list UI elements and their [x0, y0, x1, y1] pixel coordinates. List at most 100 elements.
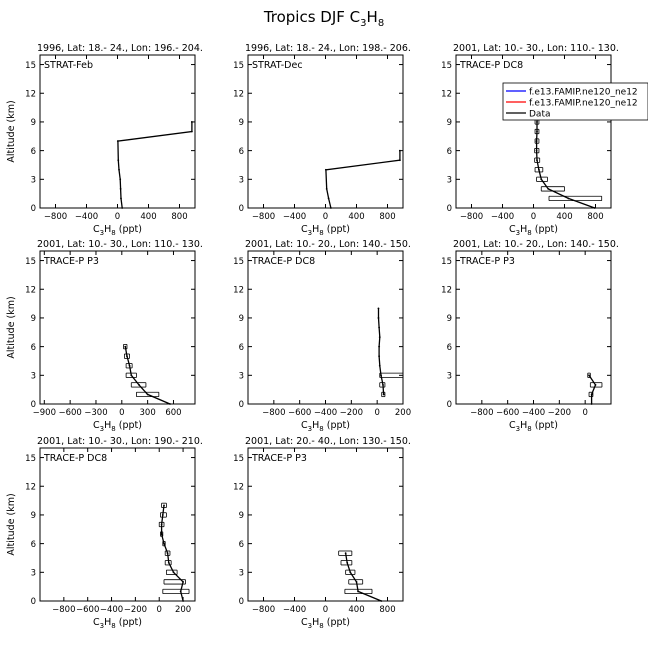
y-tick-label: 0: [31, 400, 36, 410]
y-tick-label: 6: [239, 343, 244, 353]
data-line: [588, 374, 597, 404]
x-tick-label: −400: [314, 408, 337, 418]
x-tick-label: −600: [58, 408, 81, 418]
data-point: [535, 149, 538, 152]
x-tick-label: 800: [587, 212, 603, 222]
x-axis-label: C3H8 (ppt): [509, 224, 558, 237]
x-tick-label: −400: [100, 605, 123, 615]
y-tick-label: 0: [239, 204, 244, 214]
y-tick-label: 9: [447, 314, 452, 324]
x-tick-label: 300: [140, 408, 156, 418]
x-tick-label: −900: [33, 408, 56, 418]
legend-label: Data: [529, 109, 551, 119]
data-point: [536, 159, 538, 162]
plot-frame: [247, 54, 404, 209]
x-axis-label: C3H8 (ppt): [301, 420, 350, 433]
x-tick-label: −400: [75, 212, 98, 222]
data-point: [346, 561, 349, 564]
y-tick-label: 6: [239, 147, 244, 157]
data-point: [117, 159, 120, 162]
data-line: [377, 308, 385, 395]
x-tick-label: 200: [175, 605, 191, 615]
x-tick-label: 200: [395, 408, 411, 418]
x-tick-label: 400: [556, 212, 572, 222]
x-tick-label: −600: [496, 408, 519, 418]
y-tick-label: 9: [31, 314, 36, 324]
y-tick-label: 12: [233, 482, 244, 492]
x-axis-label: C3H8 (ppt): [509, 420, 558, 433]
x-tick-label: −400: [491, 212, 514, 222]
data-point: [399, 159, 401, 162]
panel-header: 2001, Lat: 10.- 20., Lon: 140.- 150.: [453, 239, 619, 250]
y-tick-label: 15: [25, 454, 36, 464]
data-point: [378, 326, 381, 329]
x-tick-label: 800: [379, 605, 395, 615]
x-tick-label: −200: [124, 605, 147, 615]
data-point: [349, 571, 352, 574]
y-tick-label: 12: [25, 482, 36, 492]
error-bar: [536, 176, 548, 182]
panel-2: 1996, Lat: 18.- 24., Lon: 198.- 206. STRA…: [233, 43, 411, 237]
campaign-label: TRACE-P P3: [459, 256, 515, 267]
y-tick-label: 15: [25, 61, 36, 71]
y-tick-label: 6: [31, 343, 36, 353]
y-tick-label: 12: [441, 285, 452, 295]
x-tick-label: 0: [323, 605, 328, 615]
campaign-label: TRACE-P DC8: [459, 60, 523, 71]
panel-header: 1996, Lat: 18.- 24., Lon: 198.- 206.: [245, 43, 411, 54]
x-axis-label: C3H8 (ppt): [93, 617, 142, 630]
data-point: [118, 168, 120, 171]
data-point: [163, 504, 165, 507]
error-bar: [548, 195, 603, 202]
plot-frame: [39, 447, 196, 602]
campaign-label: TRACE-P DC8: [43, 453, 107, 464]
panel-5: 2001, Lat: 10.- 20., Lon: 140.- 150. TRAC…: [233, 239, 411, 433]
data-point: [330, 207, 332, 209]
data-line: [535, 112, 595, 209]
y-tick-label: 0: [447, 400, 452, 410]
data-point: [138, 383, 140, 386]
panel-header: 2001, Lat: 10.- 30., Lon: 110.- 130.: [453, 43, 619, 54]
data-line: [117, 121, 193, 209]
data-point: [593, 207, 596, 209]
y-axis-label: Altitude (km): [6, 296, 17, 358]
x-tick-label: 600: [165, 408, 181, 418]
data-point: [126, 355, 128, 358]
x-axis-label: C3H8 (ppt): [301, 224, 350, 237]
y-tick-label: 12: [25, 89, 36, 99]
data-point: [128, 364, 131, 367]
error-bar: [379, 372, 404, 378]
y-tick-label: 15: [233, 454, 244, 464]
error-bar: [345, 569, 356, 575]
y-tick-label: 3: [447, 372, 452, 382]
y-tick-label: 12: [25, 285, 36, 295]
plot-frame: [39, 54, 196, 209]
y-tick-label: 3: [239, 569, 244, 579]
y-tick-label: 3: [447, 176, 452, 186]
y-tick-label: 0: [31, 204, 36, 214]
x-tick-label: 800: [379, 212, 395, 222]
error-bar: [162, 588, 190, 595]
data-point: [344, 552, 347, 555]
y-tick-label: 9: [239, 314, 244, 324]
y-tick-label: 6: [447, 343, 452, 353]
error-bar: [136, 391, 160, 398]
y-tick-label: 0: [447, 204, 452, 214]
error-bar: [130, 382, 147, 388]
data-point: [119, 178, 122, 181]
y-tick-label: 9: [31, 118, 36, 128]
x-tick-label: −200: [340, 408, 363, 418]
legend-label: f.e13.FAMIP.ne120_ne12: [529, 98, 638, 108]
y-tick-label: 0: [239, 400, 244, 410]
data-point: [172, 571, 175, 574]
data-point: [536, 130, 538, 133]
data-point: [182, 600, 184, 602]
data-point: [380, 600, 383, 602]
y-tick-label: 0: [239, 597, 244, 607]
data-point: [146, 393, 149, 396]
data-point: [325, 187, 328, 190]
figure-title: Tropics DJF C3H8: [263, 8, 384, 29]
panels: 1996, Lat: 18.- 24., Lon: 196.- 204. STRA…: [6, 43, 619, 630]
y-tick-label: 6: [31, 540, 36, 550]
